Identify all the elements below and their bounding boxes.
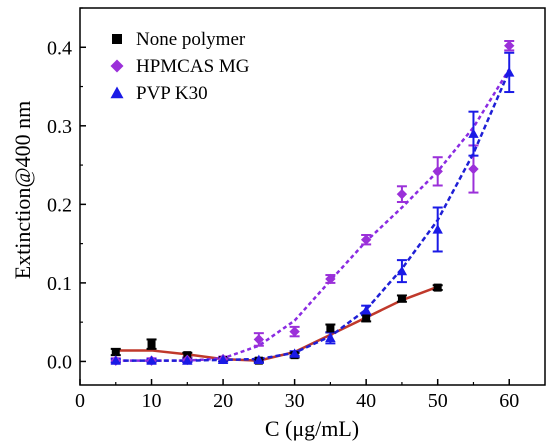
legend-marker — [110, 59, 124, 73]
data-point — [325, 273, 336, 285]
x-tick-label: 50 — [428, 390, 448, 412]
data-point — [432, 166, 443, 177]
y-tick-label: 0.0 — [47, 351, 72, 373]
legend-marker — [110, 86, 124, 99]
data-point — [468, 128, 479, 138]
x-tick-label: 0 — [75, 390, 85, 412]
legend-label: PVP K30 — [136, 83, 208, 104]
data-point — [326, 324, 335, 333]
data-point — [432, 224, 443, 234]
data-point — [253, 334, 265, 345]
data-point — [182, 355, 193, 365]
data-point — [397, 294, 406, 303]
data-point — [289, 348, 300, 358]
x-axis-title: C (μg/mL) — [265, 416, 359, 441]
x-tick-label: 20 — [213, 390, 233, 412]
fit-line-3 — [115, 70, 511, 362]
fit-lines — [115, 68, 511, 362]
y-axis-title: Extinction@400 nm — [10, 101, 35, 280]
fit-line-1 — [115, 285, 439, 362]
data-point — [504, 40, 515, 51]
axes: 0 10 20 30 40 50 60 0.0 0.1 0.2 0.3 0.4 — [47, 7, 519, 412]
data-point — [217, 354, 229, 365]
data-point — [396, 188, 408, 200]
data-point — [360, 234, 372, 245]
plot-border — [79, 7, 546, 386]
legend: None polymer HPMCAS MG PVP K30 — [110, 29, 250, 104]
x-tick-label: 10 — [142, 390, 162, 412]
data-point — [468, 163, 479, 175]
y-tick-label: 0.1 — [47, 273, 72, 295]
data-point — [396, 265, 408, 276]
y-tick-label: 0.2 — [47, 194, 72, 216]
data-point — [253, 354, 265, 365]
data-point — [289, 326, 300, 337]
x-tick-label: 40 — [356, 390, 376, 412]
fit-line-2 — [115, 68, 511, 362]
plot-frame — [79, 7, 546, 386]
data-point — [325, 332, 336, 343]
data-point — [111, 348, 120, 357]
data-point — [362, 314, 371, 323]
legend-label: None polymer — [136, 29, 246, 50]
x-tick-label: 60 — [499, 390, 519, 412]
data-markers — [110, 40, 515, 366]
data-point — [504, 67, 515, 77]
legend-label: HPMCAS MG — [136, 56, 250, 77]
data-point — [146, 355, 157, 365]
legend-marker — [112, 34, 122, 44]
y-tick-label: 0.3 — [47, 116, 72, 138]
data-point — [360, 305, 372, 315]
x-tick-label: 30 — [285, 390, 305, 412]
data-point — [147, 340, 156, 349]
data-point — [110, 355, 121, 365]
y-tick-label: 0.4 — [47, 37, 72, 59]
data-point — [433, 283, 442, 292]
